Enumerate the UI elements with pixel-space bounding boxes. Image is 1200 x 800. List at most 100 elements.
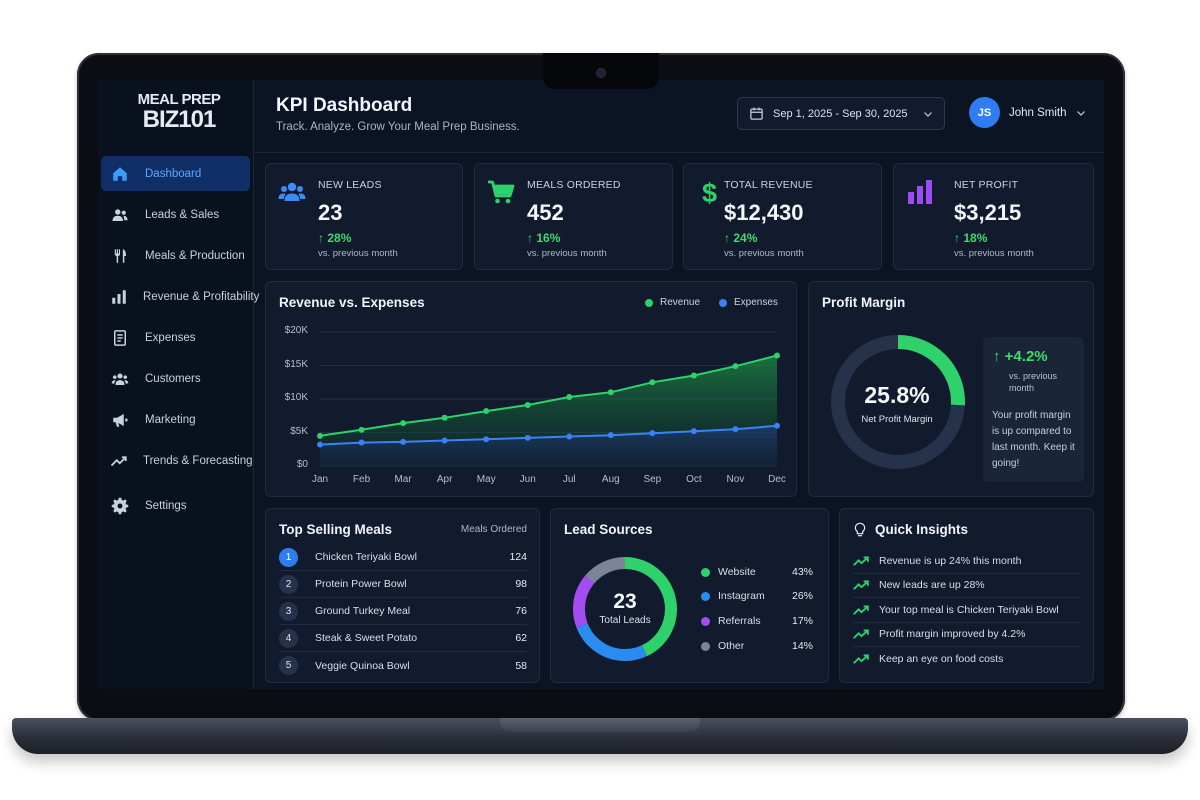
kpi-card-total-revenue[interactable]: $ TOTAL REVENUE $12,430 ↑ 24% vs. previo… (683, 163, 882, 270)
expenses-point (566, 433, 573, 440)
lead-sources-donut (573, 557, 677, 661)
x-tick-label: Aug (601, 474, 620, 485)
meal-count: 76 (515, 605, 527, 617)
sidebar-item-label: Customers (145, 372, 201, 385)
sidebar-item-dashboard[interactable]: Dashboard (101, 156, 250, 191)
insight-text: New leads are up 28% (879, 579, 985, 592)
legend-swatch (719, 298, 727, 307)
expenses-point (607, 432, 614, 439)
bars-icon (908, 180, 932, 204)
sidebar-item-customers[interactable]: Customers (101, 361, 250, 396)
trend-up-icon (853, 654, 869, 665)
cart-icon (488, 180, 515, 204)
y-tick-label: $15K (284, 358, 308, 370)
expenses-point (524, 434, 531, 441)
table-row[interactable]: 3 Ground Turkey Meal 76 (279, 598, 527, 625)
lead-sources-total: 23 (613, 590, 637, 613)
expenses-point (358, 439, 365, 446)
legend-swatch (701, 591, 710, 601)
lead-source-name: Website (718, 566, 756, 578)
date-range-picker[interactable]: Sep 1, 2025 - Sep 30, 2025 (737, 97, 945, 130)
sidebar-item-label: Revenue & Profitability (143, 290, 260, 303)
meal-name: Protein Power Bowl (315, 578, 407, 590)
expenses-point (483, 436, 490, 443)
home-icon (110, 165, 130, 183)
sidebar-item-expenses[interactable]: Expenses (101, 320, 250, 355)
lead-source-website[interactable]: Website 43% (701, 566, 813, 578)
lead-source-other[interactable]: Other 14% (701, 640, 813, 652)
kpi-label: MEALS ORDERED (527, 179, 621, 191)
insight-item: Keep an eye on food costs (853, 647, 1079, 672)
legend-swatch (701, 567, 710, 577)
lead-source-referrals[interactable]: Referrals 17% (701, 615, 813, 627)
revenue-point (358, 426, 365, 433)
revenue-point (483, 408, 490, 415)
sidebar-item-marketing[interactable]: Marketing (101, 402, 250, 437)
kpi-change-value: 28% (327, 231, 352, 245)
table-row[interactable]: 4 Steak & Sweet Potato 62 (279, 625, 527, 652)
sidebar-item-label: Settings (145, 499, 187, 512)
expenses-point (690, 428, 697, 435)
revenue-point (524, 402, 531, 409)
kpi-card-new-leads[interactable]: NEW LEADS 23 ↑ 28% vs. previous month (265, 163, 463, 270)
chart-title: Revenue vs. Expenses (279, 295, 425, 310)
x-tick-label: Oct (686, 474, 702, 485)
lead-sources-card: Lead Sources 23 Total Leads Website 43% … (550, 508, 829, 683)
sidebar-item-leads-sales[interactable]: Leads & Sales (101, 197, 250, 232)
table-row[interactable]: 5 Veggie Quinoa Bowl 58 (279, 652, 527, 679)
trend-up-icon (853, 556, 869, 566)
expenses-point (649, 430, 656, 437)
meal-name: Veggie Quinoa Bowl (315, 659, 410, 672)
sidebar-item-revenue-profitability[interactable]: Revenue & Profitability (101, 279, 259, 314)
header-divider (255, 152, 1104, 153)
insight-text: Profit margin improved by 4.2% (879, 628, 1026, 641)
sidebar-item-meals-production[interactable]: Meals & Production (101, 238, 250, 273)
lead-source-slice-other (573, 557, 677, 661)
megaphone-icon (110, 411, 130, 429)
revenue-point (774, 352, 780, 359)
expenses-point (400, 438, 407, 445)
lead-sources-title: Lead Sources (564, 522, 653, 537)
kpi-value: $3,215 (954, 200, 1022, 225)
user-menu[interactable]: JS John Smith (969, 97, 1087, 128)
table-row[interactable]: 1 Chicken Teriyaki Bowl 124 (279, 544, 527, 571)
legend-expenses[interactable]: Expenses (719, 297, 778, 308)
profit-margin-ring (831, 335, 965, 469)
lead-source-name: Referrals (718, 615, 761, 627)
receipt-icon (110, 329, 130, 347)
insight-item: Revenue is up 24% this month (853, 549, 1079, 574)
legend-revenue[interactable]: Revenue (645, 297, 700, 308)
x-tick-label: Jun (519, 474, 536, 485)
kpi-comparison: vs. previous month (724, 248, 804, 259)
insight-text: Revenue is up 24% this month (879, 554, 1022, 567)
expenses-line (319, 424, 778, 446)
table-row[interactable]: 2 Protein Power Bowl 98 (279, 571, 527, 598)
brand-logo[interactable]: MEAL PREP BIZ101 (134, 92, 224, 132)
customers-icon (110, 370, 130, 388)
x-tick-label: Apr (436, 474, 453, 485)
y-tick-label: $0 (296, 459, 308, 470)
page-subtitle: Track. Analyze. Grow Your Meal Prep Busi… (276, 121, 520, 133)
kpi-card-net-profit[interactable]: NET PROFIT $3,215 ↑ 18% vs. previous mon… (893, 163, 1094, 270)
trend-up-icon (853, 605, 869, 615)
kpi-label: NET PROFIT (954, 179, 1019, 191)
date-range-value: Sep 1, 2025 - Sep 30, 2025 (773, 107, 908, 120)
sidebar: MEAL PREP BIZ101 Dashboard Leads & Sales… (98, 80, 259, 689)
meal-count: 58 (515, 659, 527, 672)
sidebar-item-trends-forecasting[interactable]: Trends & Forecasting (101, 443, 253, 478)
lightbulb-icon (854, 522, 866, 537)
brand-logo-line2: BIZ101 (142, 106, 217, 133)
x-tick-label: Sep (643, 474, 662, 485)
lead-source-pct: 43% (791, 566, 813, 578)
dollar-icon: $ (702, 178, 717, 206)
top-selling-card: Top Selling Meals Meals Ordered 1 Chicke… (265, 508, 540, 683)
profit-margin-summary: ↑ +4.2% vs. previous month Your profit m… (983, 337, 1084, 482)
rank-badge: 2 (279, 574, 298, 594)
sidebar-item-label: Leads & Sales (145, 208, 220, 221)
kpi-card-meals-ordered[interactable]: MEALS ORDERED 452 ↑ 16% vs. previous mon… (474, 163, 673, 270)
lead-source-pct: 26% (791, 590, 813, 602)
sidebar-item-settings[interactable]: Settings (101, 488, 250, 523)
expenses-point (317, 441, 323, 448)
lead-source-instagram[interactable]: Instagram 26% (701, 590, 813, 602)
kpi-comparison: vs. previous month (527, 248, 607, 259)
